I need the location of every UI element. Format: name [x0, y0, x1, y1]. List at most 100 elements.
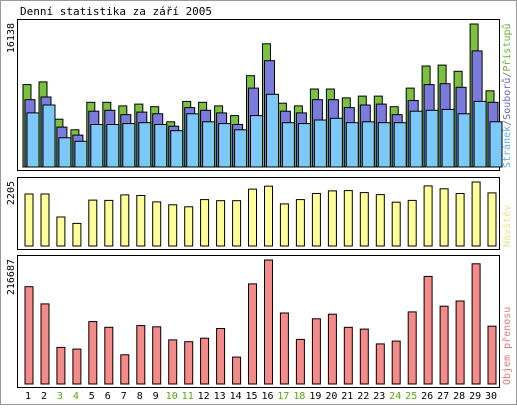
day-label-13: 13	[214, 391, 226, 402]
bar-objem-p-enosu-day-11	[184, 341, 194, 385]
day-label-20: 20	[325, 391, 337, 402]
bar-str-nek-day-12	[202, 121, 216, 168]
day-label-4: 4	[73, 391, 79, 402]
bar-str-nek-day-21	[345, 122, 359, 168]
bar-n-v-t-v-day-20	[327, 190, 337, 247]
bar-objem-p-enosu-day-14	[232, 356, 242, 385]
bar-n-v-t-v-day-22	[359, 192, 369, 247]
day-label-16: 16	[261, 391, 273, 402]
panel-bottom: 216687 Objem přenosu	[6, 255, 513, 388]
bar-objem-p-enosu-day-3	[56, 346, 66, 385]
bar-objem-p-enosu-day-6	[104, 326, 114, 385]
bar-n-v-t-v-day-15	[248, 188, 257, 247]
legend-entry: /	[502, 72, 513, 78]
legend-entry: Přístupů	[501, 23, 513, 71]
bar-n-v-t-v-day-1	[24, 193, 34, 247]
day-label-2: 2	[41, 391, 47, 402]
panel-frame	[17, 177, 500, 250]
bar-n-v-t-v-day-7	[120, 194, 130, 247]
bar-objem-p-enosu-day-28	[455, 300, 465, 385]
bar-n-v-t-v-day-9	[152, 201, 162, 247]
bar-n-v-t-v-day-5	[88, 199, 98, 247]
legend-entry: Návštěv	[501, 205, 513, 247]
bar-str-nek-day-23	[377, 122, 391, 168]
bar-n-v-t-v-day-8	[136, 195, 146, 247]
bar-str-nek-day-16	[266, 93, 279, 168]
legend-entry: Objem přenosu	[501, 307, 513, 385]
bar-objem-p-enosu-day-19	[311, 318, 321, 385]
bar-str-nek-day-29	[473, 100, 487, 168]
day-label-21: 21	[341, 391, 353, 402]
bar-n-v-t-v-day-21	[343, 190, 353, 247]
day-label-27: 27	[437, 391, 449, 402]
bar-objem-p-enosu-day-10	[168, 339, 178, 385]
y-max-label: 2205	[6, 181, 17, 205]
bar-str-nek-day-3	[58, 137, 72, 168]
day-label-28: 28	[453, 391, 465, 402]
bar-str-nek-day-2	[42, 104, 56, 168]
bar-n-v-t-v-day-3	[56, 216, 66, 247]
day-label-30: 30	[485, 391, 497, 402]
bar-objem-p-enosu-day-17	[279, 312, 289, 385]
chart-title: Denní statistika za září 2005	[20, 5, 212, 18]
bar-str-nek-day-17	[281, 122, 295, 168]
day-axis-labels: 1 2 3 4 5 6 7 8 9 10 11 12 13 14 15 16 17 18 19 20 21 22 23 24 2…	[25, 391, 497, 402]
bar-objem-p-enosu-day-16	[264, 259, 273, 385]
bar-n-v-t-v-day-23	[375, 194, 385, 247]
bar-objem-p-enosu-day-4	[72, 348, 82, 385]
bar-str-nek-day-24	[393, 122, 407, 168]
bar-n-v-t-v-day-18	[295, 199, 305, 247]
bar-str-nek-day-20	[329, 117, 343, 168]
bar-str-nek-day-5	[90, 124, 104, 168]
bar-n-v-t-v-day-29	[471, 181, 481, 247]
bar-objem-p-enosu-day-12	[200, 337, 210, 385]
bar-str-nek-day-6	[106, 124, 120, 168]
bar-str-nek-day-26	[425, 109, 439, 168]
bar-n-v-t-v-day-2	[40, 193, 50, 247]
bar-str-nek-day-18	[297, 123, 311, 168]
y-max-label: 216687	[6, 259, 17, 295]
bar-n-v-t-v-day-24	[391, 201, 401, 247]
bar-str-nek-day-11	[186, 113, 200, 168]
bar-n-v-t-v-day-11	[184, 206, 194, 247]
legend-entry: /	[502, 120, 513, 126]
bar-objem-p-enosu-day-21	[343, 326, 353, 385]
bar-str-nek-day-15	[250, 115, 263, 168]
day-label-9: 9	[153, 391, 159, 402]
bar-n-v-t-v-day-13	[216, 200, 226, 247]
bar-objem-p-enosu-day-29	[471, 263, 481, 385]
legend-entry: Stránek	[501, 126, 513, 168]
bar-n-v-t-v-day-17	[279, 203, 289, 247]
bar-objem-p-enosu-day-23	[375, 343, 385, 385]
bar-n-v-t-v-day-4	[72, 222, 82, 247]
day-label-26: 26	[421, 391, 433, 402]
day-label-11: 11	[182, 391, 194, 402]
bar-objem-p-enosu-day-20	[327, 313, 337, 385]
bar-n-v-t-v-day-27	[439, 188, 449, 247]
bar-str-nek-day-8	[138, 122, 152, 168]
day-label-23: 23	[373, 391, 385, 402]
bar-n-v-t-v-day-14	[232, 200, 242, 247]
bar-str-nek-day-22	[361, 121, 375, 168]
day-label-18: 18	[293, 391, 305, 402]
bar-str-nek-day-13	[218, 123, 232, 168]
bar-n-v-t-v-day-6	[104, 199, 114, 247]
bar-objem-p-enosu-day-1	[24, 286, 34, 385]
day-label-1: 1	[25, 391, 31, 402]
bar-objem-p-enosu-day-9	[152, 326, 162, 385]
day-label-14: 14	[230, 391, 242, 402]
day-label-7: 7	[121, 391, 127, 402]
bar-str-nek-day-9	[154, 124, 168, 168]
bar-objem-p-enosu-day-7	[120, 354, 130, 385]
bar-str-nek-day-30	[489, 121, 503, 168]
day-label-29: 29	[469, 391, 481, 402]
day-label-8: 8	[137, 391, 143, 402]
day-label-22: 22	[357, 391, 369, 402]
bar-objem-p-enosu-day-2	[40, 303, 50, 385]
day-label-25: 25	[405, 391, 417, 402]
bar-n-v-t-v-day-30	[487, 192, 497, 247]
bar-str-nek-day-1	[26, 112, 40, 168]
day-label-6: 6	[105, 391, 111, 402]
legend: Objem přenosu	[501, 307, 513, 385]
